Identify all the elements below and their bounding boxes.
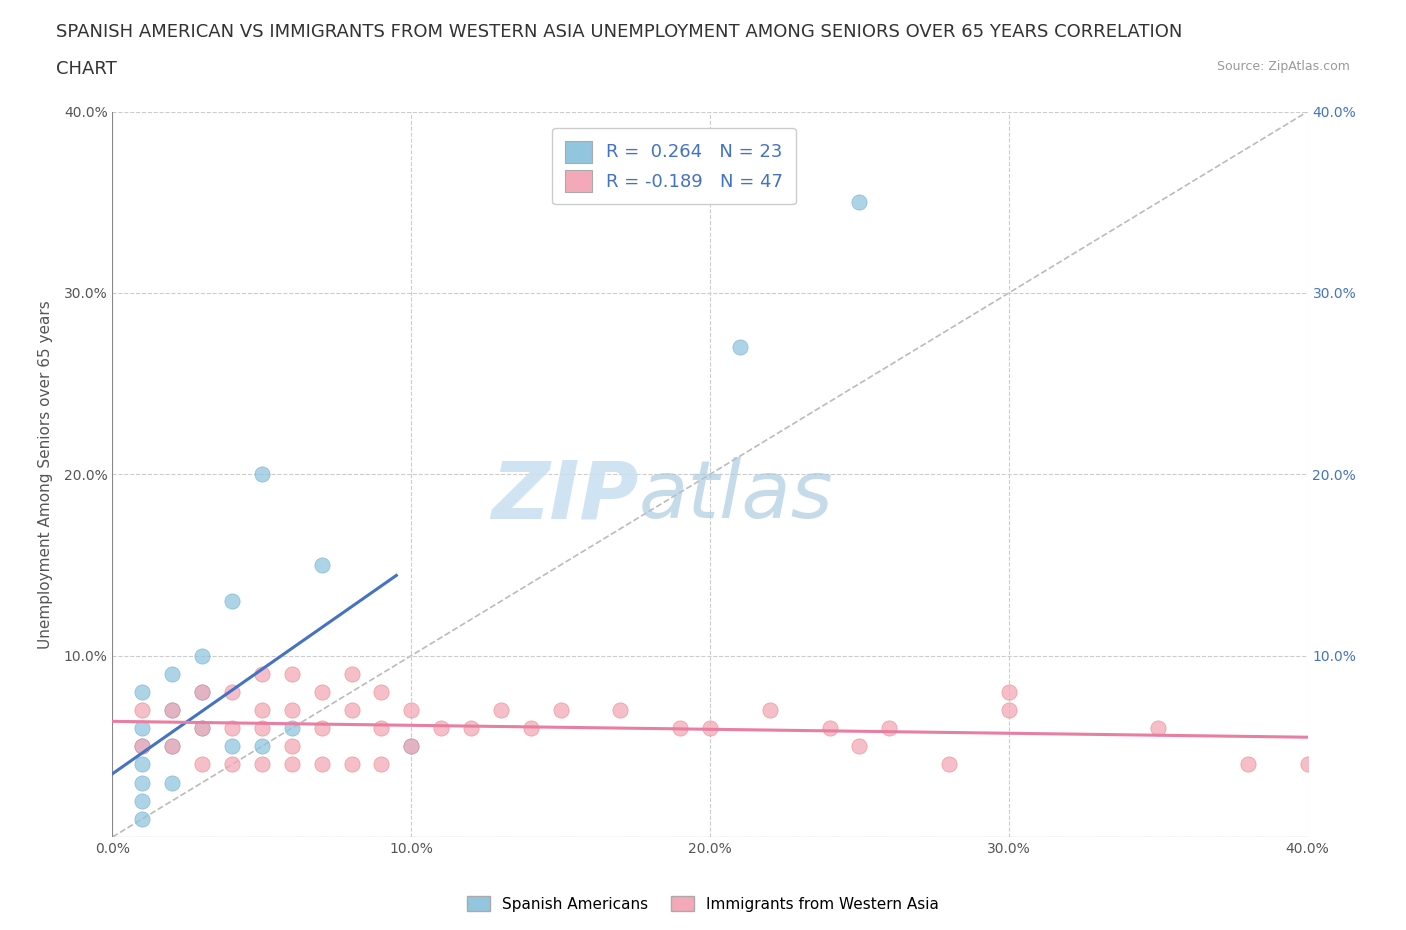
Point bbox=[162, 738, 183, 753]
Point bbox=[131, 811, 153, 827]
Point bbox=[311, 558, 333, 573]
Point bbox=[370, 757, 392, 772]
Point bbox=[370, 721, 392, 736]
Point bbox=[250, 667, 273, 682]
Point bbox=[281, 703, 304, 718]
Text: Source: ZipAtlas.com: Source: ZipAtlas.com bbox=[1216, 60, 1350, 73]
Point bbox=[759, 703, 782, 718]
Point bbox=[340, 757, 363, 772]
Point bbox=[818, 721, 841, 736]
Text: CHART: CHART bbox=[56, 60, 117, 78]
Point bbox=[131, 721, 153, 736]
Point bbox=[191, 721, 214, 736]
Point bbox=[550, 703, 572, 718]
Point bbox=[131, 738, 153, 753]
Point bbox=[191, 684, 214, 699]
Point bbox=[1147, 721, 1170, 736]
Point bbox=[311, 684, 333, 699]
Point bbox=[699, 721, 721, 736]
Point bbox=[281, 721, 304, 736]
Point bbox=[1296, 757, 1319, 772]
Point bbox=[162, 703, 183, 718]
Point bbox=[221, 684, 243, 699]
Point bbox=[281, 757, 304, 772]
Point bbox=[131, 757, 153, 772]
Point bbox=[1237, 757, 1260, 772]
Point bbox=[728, 340, 751, 355]
Point bbox=[162, 738, 183, 753]
Point bbox=[131, 703, 153, 718]
Point bbox=[250, 467, 273, 482]
Legend: Spanish Americans, Immigrants from Western Asia: Spanish Americans, Immigrants from Weste… bbox=[461, 889, 945, 918]
Point bbox=[191, 684, 214, 699]
Point bbox=[609, 703, 631, 718]
Point bbox=[221, 721, 243, 736]
Point bbox=[879, 721, 901, 736]
Point bbox=[401, 738, 423, 753]
Point bbox=[221, 738, 243, 753]
Point bbox=[250, 703, 273, 718]
Point bbox=[131, 738, 153, 753]
Point bbox=[669, 721, 692, 736]
Point bbox=[848, 738, 870, 753]
Point bbox=[370, 684, 392, 699]
Point bbox=[281, 738, 304, 753]
Point bbox=[489, 703, 512, 718]
Point bbox=[401, 738, 423, 753]
Y-axis label: Unemployment Among Seniors over 65 years: Unemployment Among Seniors over 65 years bbox=[38, 300, 52, 649]
Text: ZIP: ZIP bbox=[491, 457, 638, 535]
Point bbox=[131, 684, 153, 699]
Point bbox=[191, 648, 214, 663]
Point bbox=[340, 703, 363, 718]
Point bbox=[520, 721, 543, 736]
Point bbox=[938, 757, 960, 772]
Point bbox=[998, 703, 1021, 718]
Point bbox=[250, 738, 273, 753]
Point bbox=[848, 195, 870, 210]
Point bbox=[162, 776, 183, 790]
Point bbox=[221, 757, 243, 772]
Point bbox=[131, 793, 153, 808]
Point bbox=[162, 667, 183, 682]
Text: atlas: atlas bbox=[638, 457, 834, 535]
Text: SPANISH AMERICAN VS IMMIGRANTS FROM WESTERN ASIA UNEMPLOYMENT AMONG SENIORS OVER: SPANISH AMERICAN VS IMMIGRANTS FROM WEST… bbox=[56, 23, 1182, 41]
Point bbox=[131, 776, 153, 790]
Point bbox=[401, 703, 423, 718]
Point bbox=[340, 667, 363, 682]
Point bbox=[460, 721, 482, 736]
Point bbox=[998, 684, 1021, 699]
Point bbox=[250, 721, 273, 736]
Legend: R =  0.264   N = 23, R = -0.189   N = 47: R = 0.264 N = 23, R = -0.189 N = 47 bbox=[553, 128, 796, 205]
Point bbox=[162, 703, 183, 718]
Point bbox=[311, 721, 333, 736]
Point bbox=[250, 757, 273, 772]
Point bbox=[281, 667, 304, 682]
Point bbox=[191, 721, 214, 736]
Point bbox=[430, 721, 453, 736]
Point bbox=[191, 757, 214, 772]
Point bbox=[311, 757, 333, 772]
Point bbox=[221, 594, 243, 609]
